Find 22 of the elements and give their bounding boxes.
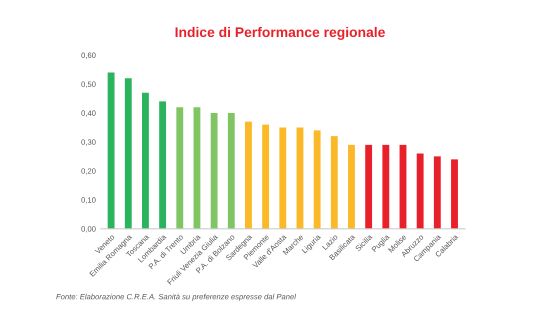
bar: [348, 144, 355, 229]
bar: [279, 127, 286, 229]
chart-title: Indice di Performance regionale: [176, 26, 385, 40]
bar: [159, 101, 166, 229]
bar: [330, 136, 338, 229]
bar: [382, 144, 390, 229]
bar: [434, 156, 441, 229]
bar: [245, 122, 252, 229]
bar: [228, 113, 235, 229]
bar: [400, 144, 406, 229]
bar: [142, 92, 149, 229]
bar: [296, 127, 304, 229]
bar: [365, 144, 372, 229]
bar: [314, 130, 321, 229]
bar: [176, 107, 184, 229]
bar: [194, 107, 200, 229]
bar: [108, 72, 115, 229]
bar: [416, 154, 424, 229]
bar: [451, 159, 458, 229]
bar: [124, 78, 132, 229]
bar: [262, 124, 270, 229]
bar: [210, 113, 218, 229]
